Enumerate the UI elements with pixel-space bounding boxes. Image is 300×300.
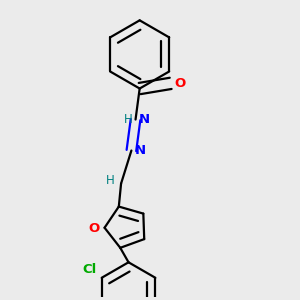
Text: O: O <box>88 222 99 235</box>
Text: Cl: Cl <box>82 263 97 276</box>
Text: H: H <box>123 113 132 126</box>
Text: O: O <box>175 77 186 90</box>
Text: H: H <box>106 174 115 187</box>
Text: N: N <box>135 144 146 157</box>
Text: N: N <box>139 113 150 126</box>
